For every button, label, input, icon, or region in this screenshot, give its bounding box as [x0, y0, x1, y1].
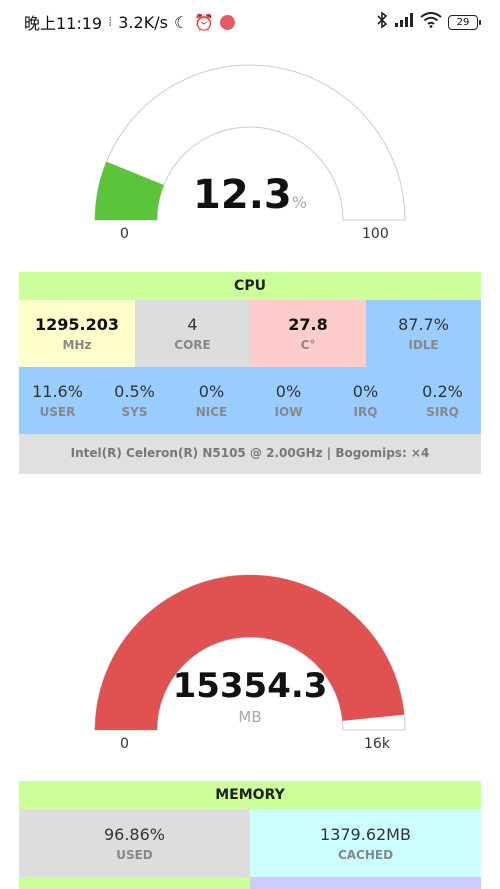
cpu-temp-unit: C°	[300, 338, 316, 352]
memory-gauge-min: 0	[120, 736, 129, 752]
moon-icon: ☾	[173, 12, 189, 32]
cpu-sirq-cell: 0.2% SIRQ	[404, 367, 481, 434]
cpu-irq-cell: 0% IRQ	[327, 367, 404, 434]
memory-gauge-unit: MB	[238, 708, 262, 726]
cpu-sys-cell: 0.5% SYS	[96, 367, 173, 434]
bluetooth-icon	[376, 11, 388, 33]
signal-icon	[394, 12, 414, 32]
wifi-icon	[420, 12, 442, 32]
battery-icon: 29	[448, 14, 481, 30]
app-notification-icon	[220, 14, 236, 30]
memory-used-unit: USED	[116, 847, 153, 862]
cpu-iow-unit: IOW	[274, 405, 303, 419]
memory-panel: MEMORY 96.86% USED 1379.62MB CACHED	[19, 781, 481, 889]
memory-gauge: 15354.3 MB 0 16k	[80, 570, 420, 770]
memory-used-cell: 96.86% USED	[19, 809, 250, 877]
battery-level: 29	[456, 16, 470, 28]
cpu-info: Intel(R) Celeron(R) N5105 @ 2.00GHz | Bo…	[19, 434, 481, 474]
status-bar: 晚上11:19 ⁞ 3.2K/s ☾ ⏰ 29	[0, 0, 500, 44]
cpu-nice-value: 0%	[198, 382, 225, 401]
cpu-gauge-track	[94, 64, 406, 221]
cpu-sirq-unit: SIRQ	[426, 405, 459, 419]
memory-gauge-value: 15354.3	[172, 666, 328, 706]
cpu-sys-value: 0.5%	[114, 382, 155, 401]
memory-gauge-svg	[94, 574, 406, 731]
cpu-iow-value: 0%	[275, 382, 302, 401]
memory-next-cell-left	[19, 877, 250, 889]
memory-gauge-fill	[94, 574, 405, 730]
cpu-gauge-svg	[94, 64, 406, 221]
cpu-gauge-readout: 12.3%	[80, 172, 420, 218]
cpu-gauge-min: 0	[120, 226, 129, 242]
cpu-temp-value: 27.8	[288, 315, 328, 334]
cpu-gauge-fill	[95, 161, 164, 220]
cpu-nice-cell: 0% NICE	[173, 367, 250, 434]
cpu-idle-value: 87.7%	[398, 315, 449, 334]
alarm-icon: ⏰	[194, 12, 215, 32]
cpu-freq-cell: 1295.203 MHz	[19, 300, 135, 367]
cpu-freq-unit: MHz	[62, 338, 92, 352]
cpu-cores-value: 4	[187, 315, 198, 334]
cpu-user-cell: 11.6% USER	[19, 367, 96, 434]
cpu-idle-unit: IDLE	[408, 338, 439, 352]
memory-cached-value: 1379.62MB	[320, 824, 411, 844]
cpu-irq-value: 0%	[352, 382, 379, 401]
cpu-panel: CPU 1295.203 MHz 4 CORE 27.8 C° 87.7% ID…	[19, 272, 481, 474]
cpu-idle-cell: 87.7% IDLE	[366, 300, 481, 367]
network-speed: 3.2K/s	[118, 12, 168, 32]
cpu-freq-value: 1295.203	[34, 315, 119, 334]
cpu-title: CPU	[19, 272, 481, 300]
memory-cached-unit: CACHED	[337, 847, 394, 862]
cpu-gauge-max: 100	[362, 226, 389, 242]
cpu-iow-cell: 0% IOW	[250, 367, 327, 434]
cpu-gauge-unit: %	[291, 193, 307, 212]
memory-used-value: 96.86%	[103, 824, 165, 844]
cpu-sirq-value: 0.2%	[422, 382, 463, 401]
cpu-temp-cell: 27.8 C°	[250, 300, 366, 367]
cpu-user-value: 11.6%	[32, 382, 83, 401]
memory-cached-cell: 1379.62MB CACHED	[250, 809, 481, 877]
cpu-irq-unit: IRQ	[353, 405, 378, 419]
memory-gauge-max: 16k	[364, 736, 390, 752]
cpu-gauge: 12.3% 0 100	[80, 60, 420, 260]
cpu-gauge-value: 12.3	[193, 172, 292, 218]
cpu-nice-unit: NICE	[195, 405, 228, 419]
status-time: 晚上11:19	[24, 14, 103, 33]
cpu-cores-unit: CORE	[174, 338, 211, 352]
memory-next-cell-right	[250, 877, 481, 889]
cpu-cores-cell: 4 CORE	[135, 300, 250, 367]
memory-title: MEMORY	[19, 781, 481, 809]
cpu-user-unit: USER	[39, 405, 76, 419]
status-separator: ⁞	[108, 14, 113, 30]
cpu-sys-unit: SYS	[121, 405, 148, 419]
